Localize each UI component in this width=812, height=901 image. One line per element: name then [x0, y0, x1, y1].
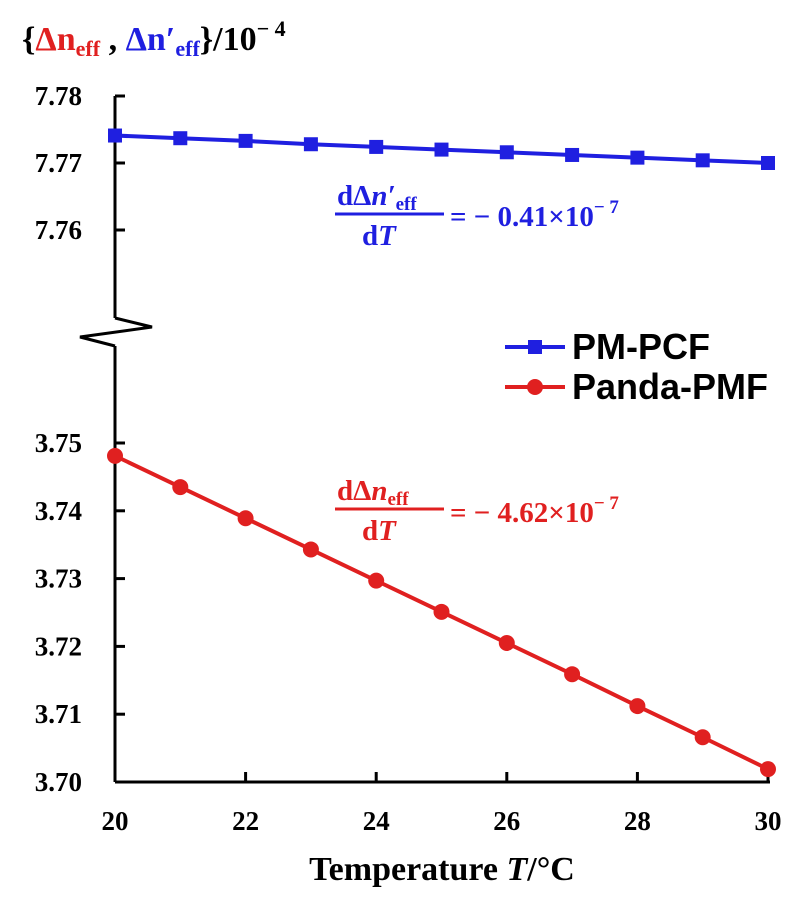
y-lower-tick-label: 3.73	[35, 564, 82, 594]
data-point-pm-pcf	[108, 128, 122, 143]
data-point-panda-pmf	[694, 729, 711, 746]
x-tick-label: 20	[102, 806, 129, 836]
data-point-panda-pmf	[237, 510, 254, 527]
y-lower-tick-label: 3.74	[35, 496, 82, 526]
y-lower-tick-label: 3.72	[35, 631, 82, 661]
x-axis-title-var: T	[506, 851, 528, 888]
anno-red-rhs-text: = − 4.62×10	[450, 497, 594, 529]
y-upper-tick-label: 7.78	[35, 81, 82, 111]
legend-item-pm-pcf: PM-PCF	[505, 326, 710, 367]
legend-label-panda-pmf: Panda-PMF	[572, 366, 768, 407]
anno-blue-denominator: dT	[362, 220, 397, 252]
y-ticks-lower: 3.75 3.74 3.73 3.72 3.71 3.70	[35, 428, 125, 797]
y-ticks-upper: 7.78 7.77 7.76	[35, 81, 125, 245]
data-point-panda-pmf	[564, 666, 581, 683]
x-axis-title: Temperature T/°C	[309, 851, 575, 888]
data-point-panda-pmf	[368, 572, 385, 589]
x-axis-title-unit: /°C	[526, 851, 575, 888]
anno-blue-den-var: T	[378, 220, 397, 252]
x-tick-label: 26	[493, 806, 520, 836]
title-part2: Δn′	[126, 21, 176, 58]
data-point-pm-pcf	[761, 156, 775, 170]
anno-red-den-prefix: d	[362, 515, 378, 547]
title-part1-sub: eff	[76, 36, 101, 61]
legend-marker-panda-pmf	[527, 379, 543, 395]
anno-red-num-sub: eff	[387, 489, 409, 510]
y-lower-tick-label: 3.71	[35, 699, 82, 729]
y-upper-tick-label: 7.76	[35, 215, 82, 245]
data-point-panda-pmf	[302, 541, 319, 558]
data-point-pm-pcf	[565, 147, 580, 162]
data-point-panda-pmf	[760, 761, 776, 778]
axis-break-mark	[79, 316, 153, 348]
data-point-panda-pmf	[107, 447, 123, 464]
legend-marker-pm-pcf	[528, 340, 542, 354]
data-point-pm-pcf	[303, 137, 318, 152]
data-point-panda-pmf	[172, 479, 189, 496]
legend: PM-PCF Panda-PMF	[505, 326, 768, 407]
data-point-pm-pcf	[695, 153, 710, 168]
y-lower-tick-label: 3.75	[35, 428, 82, 458]
title-part2-sub: eff	[175, 36, 200, 61]
anno-red-num-var: n	[371, 475, 387, 507]
anno-blue-rhs-exp: − 7	[594, 197, 620, 218]
title-open: {	[22, 21, 35, 58]
x-tick-label: 30	[755, 806, 782, 836]
anno-blue-rhs-text: = − 0.41×10	[450, 201, 594, 233]
data-point-panda-pmf	[433, 603, 450, 620]
chart-title: {Δneff , Δn′eff}/10− 4	[22, 16, 286, 61]
anno-blue-num-var: n′	[371, 180, 395, 212]
annotation-panda-pmf-slope: dΔneff dT = − 4.62×10− 7	[335, 475, 619, 547]
x-ticks: 20 22 24 26 28 30	[102, 772, 782, 836]
anno-red-den-var: T	[378, 515, 397, 547]
data-point-pm-pcf	[434, 142, 449, 157]
data-point-panda-pmf	[498, 635, 515, 652]
anno-red-numerator: dΔneff	[337, 475, 409, 510]
title-close: }/10	[200, 21, 257, 58]
title-sep: ,	[100, 21, 126, 58]
legend-label-pm-pcf: PM-PCF	[572, 326, 710, 367]
data-point-pm-pcf	[238, 133, 253, 148]
data-point-pm-pcf	[630, 150, 645, 165]
data-point-pm-pcf	[369, 139, 384, 154]
anno-red-rhs-exp: − 7	[594, 493, 620, 514]
anno-blue-den-prefix: d	[362, 220, 378, 252]
anno-red-rhs: = − 4.62×10− 7	[450, 493, 619, 529]
x-tick-label: 24	[363, 806, 390, 836]
anno-blue-rhs: = − 0.41×10− 7	[450, 197, 619, 233]
y-upper-tick-label: 7.77	[35, 148, 82, 178]
anno-red-num-prefix: dΔ	[337, 475, 371, 507]
data-point-panda-pmf	[629, 698, 646, 715]
legend-item-panda-pmf: Panda-PMF	[505, 366, 768, 407]
title-exp: − 4	[257, 16, 286, 41]
anno-blue-numerator: dΔn′eff	[337, 180, 417, 215]
data-point-pm-pcf	[173, 131, 188, 146]
x-tick-label: 22	[232, 806, 259, 836]
x-tick-label: 28	[624, 806, 651, 836]
annotation-pm-pcf-slope: dΔn′eff dT = − 0.41×10− 7	[335, 180, 619, 252]
anno-red-denominator: dT	[362, 515, 397, 547]
anno-blue-num-sub: eff	[396, 194, 418, 215]
series-layer	[107, 128, 776, 778]
data-point-pm-pcf	[499, 145, 514, 160]
series-pm-pcf	[108, 128, 775, 170]
axes	[79, 96, 770, 784]
series-panda-pmf	[107, 447, 776, 778]
x-axis-title-main: Temperature	[309, 851, 506, 888]
anno-blue-num-prefix: dΔ	[337, 180, 371, 212]
title-part1: Δn	[35, 21, 75, 58]
y-lower-tick-label: 3.70	[35, 767, 82, 797]
